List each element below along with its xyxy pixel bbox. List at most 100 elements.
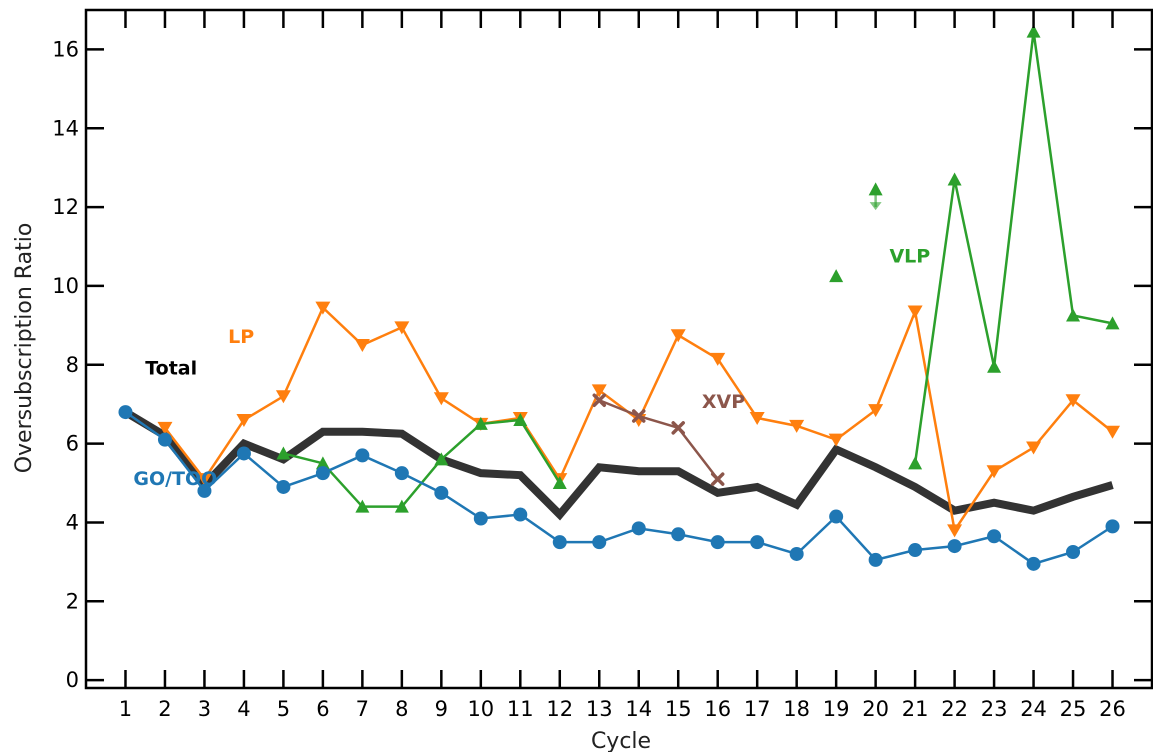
x-tick-label-14: 14 <box>625 697 652 721</box>
gotoo-point-25 <box>1066 545 1081 560</box>
x-tick-label-15: 15 <box>665 697 692 721</box>
y-tick-label-4: 4 <box>66 510 79 534</box>
gotoo-point-22 <box>947 539 962 554</box>
axes: 1 2 3 4 5 6 7 8 9 10 11 12 13 14 15 16 17 18 19 20 21 22 23 24 2… <box>52 8 1153 721</box>
lp-point-13 <box>591 384 607 398</box>
xvp-point-14-shape <box>631 409 646 423</box>
vlp-point-5 <box>276 446 291 460</box>
y-tick-label-12: 12 <box>52 195 79 219</box>
lp-point-8 <box>394 321 410 335</box>
gotoo-point-24 <box>1026 556 1041 571</box>
x-tick-label-25: 25 <box>1060 697 1087 721</box>
gotoo-point-14 <box>631 521 646 536</box>
series-xvp-line <box>598 399 719 480</box>
y-tick-label-6: 6 <box>66 432 79 456</box>
xvp-point-14 <box>631 409 646 423</box>
gotoo-point-11 <box>513 507 528 522</box>
lp-point-24 <box>1026 441 1042 455</box>
lp-point-7 <box>354 339 370 353</box>
gotoo-point-5 <box>276 479 291 494</box>
gotoo-point-26 <box>1105 519 1120 534</box>
lp-point-16 <box>710 352 726 366</box>
vlp-point-20 <box>868 182 883 196</box>
y-tick-label-16: 16 <box>52 37 79 61</box>
y-tick-label-10: 10 <box>52 274 79 298</box>
gotoo-point-18 <box>789 546 804 561</box>
lp-point-17 <box>749 411 765 425</box>
xvp-point-13-shape <box>592 393 607 407</box>
x-tick-label-22: 22 <box>941 697 968 721</box>
gotoo-point-19 <box>829 509 844 524</box>
series-label-vlp: VLP <box>889 245 930 267</box>
vlp-point-10 <box>473 416 488 430</box>
lp-point-9 <box>433 392 449 406</box>
x-tick-label-4: 4 <box>237 697 250 721</box>
x-tick-label-21: 21 <box>902 697 929 721</box>
x-tick-label-3: 3 <box>198 697 211 721</box>
x-tick-label-24: 24 <box>1020 697 1047 721</box>
plot-area <box>118 24 1121 571</box>
vlp-point-25 <box>1066 308 1081 322</box>
gotoo-point-8 <box>394 466 409 481</box>
vlp-point-9 <box>434 452 449 466</box>
x-tick-label-13: 13 <box>586 697 613 721</box>
lp-point-23 <box>986 465 1002 479</box>
gotoo-point-2 <box>157 432 172 447</box>
gotoo-point-12 <box>552 535 567 550</box>
lp-point-26 <box>1105 425 1121 439</box>
lp-point-5 <box>275 390 291 404</box>
x-tick-label-18: 18 <box>783 697 810 721</box>
x-tick-label-8: 8 <box>395 697 408 721</box>
series-labels: Total LP GO/TOO XVP VLP <box>133 245 930 490</box>
gotoo-point-15 <box>671 527 686 542</box>
vlp-point-12 <box>552 476 567 490</box>
x-tick-label-23: 23 <box>981 697 1008 721</box>
x-tick-label-7: 7 <box>356 697 369 721</box>
series-label-xvp: XVP <box>702 391 745 413</box>
xvp-point-16-shape <box>710 472 725 486</box>
lp-point-22 <box>947 524 963 538</box>
gotoo-point-3 <box>197 483 212 498</box>
gotoo-point-4 <box>236 446 251 461</box>
series-total-line <box>123 408 1114 521</box>
gotoo-point-13 <box>592 535 607 550</box>
x-tick-label-10: 10 <box>467 697 494 721</box>
vlp-point-22 <box>947 172 962 186</box>
lp-point-6 <box>315 301 331 315</box>
gotoo-point-9 <box>434 485 449 500</box>
xvp-point-13 <box>592 393 607 407</box>
series-label-lp: LP <box>228 326 254 348</box>
x-tick-label-12: 12 <box>546 697 573 721</box>
vlp-point-6 <box>315 456 330 470</box>
x-tick-label-16: 16 <box>704 697 731 721</box>
x-tick-label-2: 2 <box>158 697 171 721</box>
vlp-point-19 <box>829 269 844 283</box>
lp-point-15 <box>670 329 686 343</box>
lp-point-4 <box>236 413 252 427</box>
x-axis-title: Cycle <box>591 729 651 752</box>
y-axis-title: Oversubscription Ratio <box>12 223 37 474</box>
x-tick-label-20: 20 <box>862 697 889 721</box>
y-tick-label-8: 8 <box>66 353 79 377</box>
x-tick-label-1: 1 <box>119 697 132 721</box>
gotoo-point-17 <box>750 535 765 550</box>
gotoo-point-16 <box>710 535 725 550</box>
xvp-point-15 <box>671 421 685 435</box>
xvp-point-15-shape <box>671 421 685 435</box>
x-tick-label-6: 6 <box>316 697 329 721</box>
vlp-point-21 <box>908 456 923 470</box>
x-tick-label-5: 5 <box>277 697 290 721</box>
vlp-point-7 <box>355 499 370 513</box>
vlp-point-11 <box>513 412 528 426</box>
gotoo-point-7 <box>355 448 370 463</box>
x-tick-label-17: 17 <box>744 697 771 721</box>
lp-point-18 <box>789 419 805 433</box>
vlp-point-8 <box>394 499 409 513</box>
gotoo-point-21 <box>908 543 923 558</box>
y-tick-label-0: 0 <box>66 668 79 692</box>
lp-point-25 <box>1065 394 1081 408</box>
lp-point-20 <box>868 404 884 418</box>
vlp-point-26 <box>1105 316 1120 330</box>
gotoo-point-6 <box>315 466 330 481</box>
